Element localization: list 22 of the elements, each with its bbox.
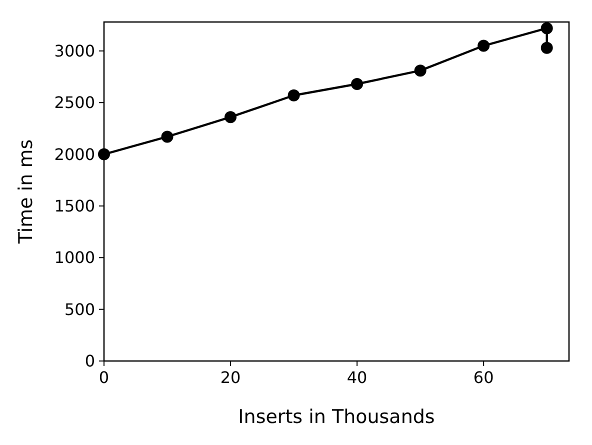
y-axis-title: Time in ms [15, 139, 37, 245]
point [161, 130, 174, 143]
x-tick-label: 60 [473, 368, 494, 387]
y-tick-label: 1000 [54, 248, 95, 268]
point [351, 78, 364, 90]
point [540, 42, 553, 54]
y-tick-label: 500 [64, 300, 95, 319]
y-tick-label: 3000 [54, 42, 95, 61]
y-tick-label: 1500 [54, 196, 95, 216]
x-tick-label: 40 [346, 368, 368, 387]
x-tick-label: 0 [98, 368, 110, 387]
y-tick-label: 0 [84, 352, 95, 371]
point [288, 89, 300, 102]
y-tick-label: 2000 [54, 144, 95, 164]
point [414, 64, 426, 77]
point [224, 111, 237, 124]
x-tick-label: 20 [220, 368, 241, 387]
y-tick-label: 2500 [54, 93, 95, 112]
point [478, 40, 490, 52]
x-axis-title: Inserts in Thousands [238, 406, 435, 428]
point [540, 22, 553, 34]
point [98, 148, 110, 160]
